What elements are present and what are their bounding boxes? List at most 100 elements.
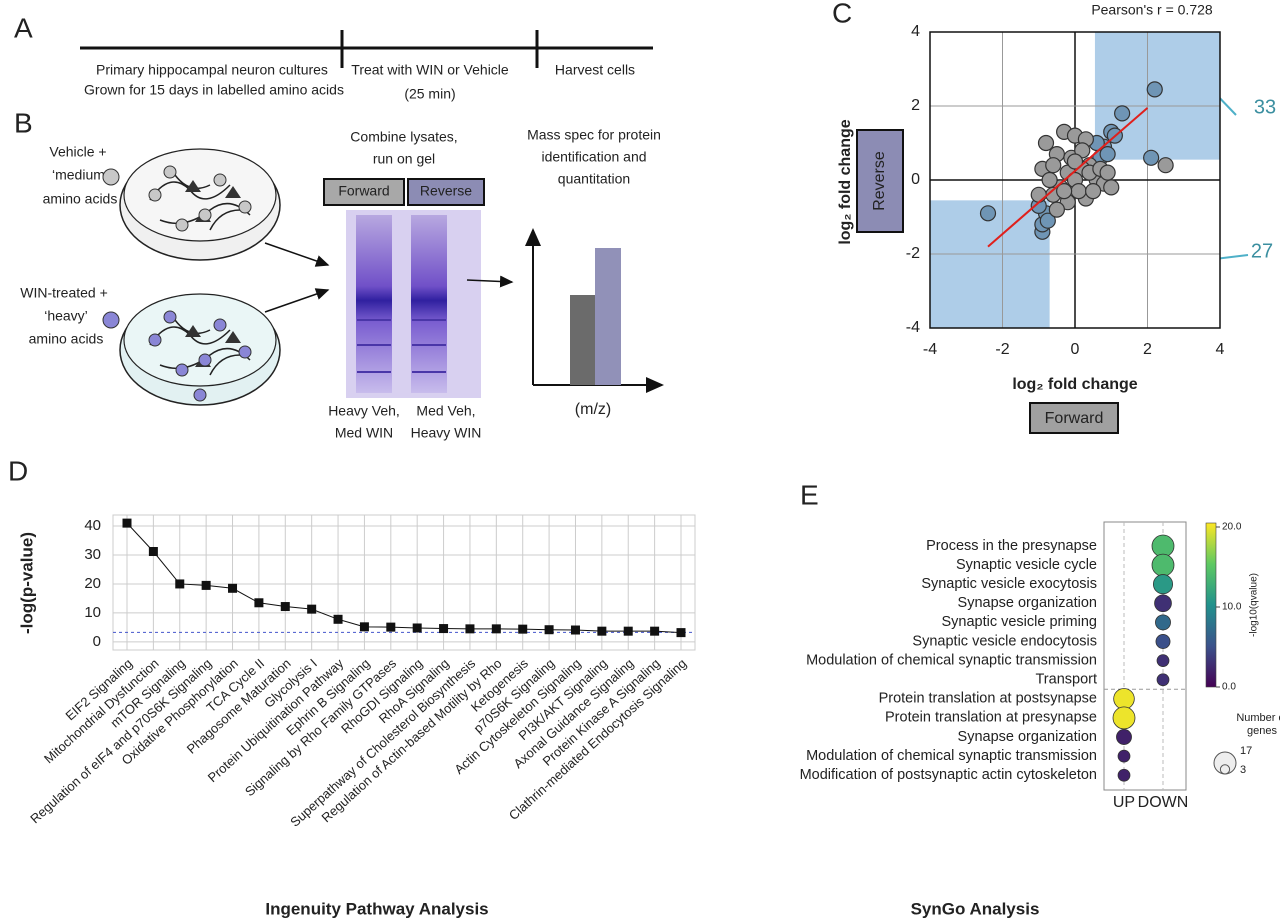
y-tick-label: -2	[906, 245, 920, 262]
size-legend-circle	[1219, 764, 1231, 775]
neurons	[185, 180, 241, 222]
marker	[597, 626, 607, 636]
point	[979, 205, 997, 222]
y-tick-label: Synapse organization	[958, 595, 1097, 611]
reverse-box	[407, 178, 485, 206]
marker	[570, 625, 580, 635]
region-count: 27	[1251, 240, 1273, 262]
y-tick-label: 20	[84, 575, 101, 592]
label: ‘medium’	[52, 167, 108, 183]
bubble	[1155, 614, 1171, 631]
fit-line	[987, 107, 1149, 248]
y-axis-label: log₂ fold change	[837, 119, 854, 244]
step-text: Grown for 15 days in labelled amino acid…	[84, 82, 344, 98]
label-dot	[102, 168, 120, 186]
marker	[148, 547, 158, 557]
y-tick-label: -4	[906, 319, 920, 336]
chart-title: SynGo Analysis	[911, 899, 1040, 918]
region-count: 33	[1254, 96, 1276, 118]
marker	[254, 598, 264, 608]
y-tick-label: Synaptic vesicle priming	[941, 614, 1097, 630]
label: Heavy WIN	[411, 425, 482, 441]
bubble	[1156, 654, 1170, 667]
forward-box	[323, 178, 405, 206]
colorbar-tick-label: 10.0	[1222, 602, 1242, 613]
panel-label: B	[14, 107, 33, 138]
point	[1103, 179, 1120, 196]
step-text: Harvest cells	[555, 62, 635, 78]
marker	[518, 624, 528, 634]
y-tick-label: Modulation of chemical synaptic transmis…	[806, 748, 1097, 764]
colorbar	[1205, 522, 1217, 688]
label: Mass spec for protein	[527, 127, 661, 143]
panel-label: A	[14, 12, 33, 43]
label: Forward	[338, 183, 389, 199]
bubble	[1156, 673, 1170, 687]
bubble	[1151, 553, 1175, 577]
x-tick-label: 0	[1071, 341, 1080, 358]
label: Med WIN	[335, 425, 393, 441]
marker	[412, 623, 422, 633]
label: Med Veh,	[416, 403, 475, 419]
step-text: (25 min)	[404, 86, 455, 102]
marker	[333, 614, 343, 624]
bubble	[1116, 729, 1132, 745]
point	[1099, 146, 1116, 163]
x-tick-label: -4	[923, 341, 937, 358]
point	[1045, 157, 1062, 174]
x-tick-label: 2	[1143, 341, 1152, 358]
ms-bar	[570, 295, 595, 385]
panel-label: E	[800, 479, 819, 510]
step-text: Primary hippocampal neuron cultures	[96, 62, 328, 78]
gel-bands	[357, 319, 446, 373]
marker	[175, 579, 185, 589]
dots	[148, 165, 252, 232]
x-tick-label: Regulation of eIF4 and p70S6K Signaling	[27, 656, 214, 827]
bubble	[1113, 688, 1135, 710]
y-tick-label: Modulation of chemical synaptic transmis…	[806, 652, 1097, 668]
x-condition: Forward	[1045, 410, 1104, 427]
colorbar-tick-label: 20.0	[1222, 522, 1242, 533]
y-tick-label: Synaptic vesicle endocytosis	[912, 633, 1097, 649]
arrow	[264, 242, 330, 267]
point	[1030, 186, 1047, 203]
marker	[623, 626, 633, 636]
label: ‘heavy’	[44, 308, 88, 324]
point	[1037, 134, 1055, 152]
point	[1048, 201, 1065, 218]
bubble	[1112, 706, 1136, 730]
condition-box	[1029, 402, 1119, 434]
arrow	[466, 275, 514, 288]
bubble	[1117, 768, 1131, 782]
dish-rim	[123, 293, 277, 387]
size-legend-label: 3	[1240, 764, 1246, 776]
bubble	[1117, 749, 1131, 763]
marker	[439, 624, 449, 634]
point	[1143, 149, 1160, 166]
marker	[228, 583, 238, 593]
x-tick-label: 4	[1216, 341, 1225, 358]
highlight-region	[930, 200, 1050, 328]
annotation: Pearson's r = 0.728	[1091, 2, 1213, 18]
y-tick-label: Process in the presynapse	[926, 538, 1097, 554]
point	[1114, 105, 1131, 122]
bubble	[1155, 634, 1171, 649]
size-legend-title: genes	[1247, 725, 1277, 737]
label: Vehicle +	[49, 144, 106, 160]
point	[1085, 183, 1102, 200]
label: Heavy Veh,	[328, 403, 400, 419]
y-tick-label: Synapse organization	[958, 729, 1097, 745]
size-legend-label: 17	[1240, 745, 1252, 757]
y-axis-label: -log(p-value)	[17, 532, 36, 634]
dish-rim	[123, 148, 277, 242]
marker	[544, 625, 554, 635]
x-tick-label: -2	[995, 341, 1009, 358]
point	[1157, 157, 1174, 174]
marker	[676, 628, 686, 638]
label: quantitation	[558, 171, 630, 187]
plot-frame	[929, 31, 1221, 329]
x-tick-label: UP	[1113, 794, 1135, 811]
x-axis-label: log₂ fold change	[1012, 376, 1137, 393]
point	[1070, 183, 1087, 200]
